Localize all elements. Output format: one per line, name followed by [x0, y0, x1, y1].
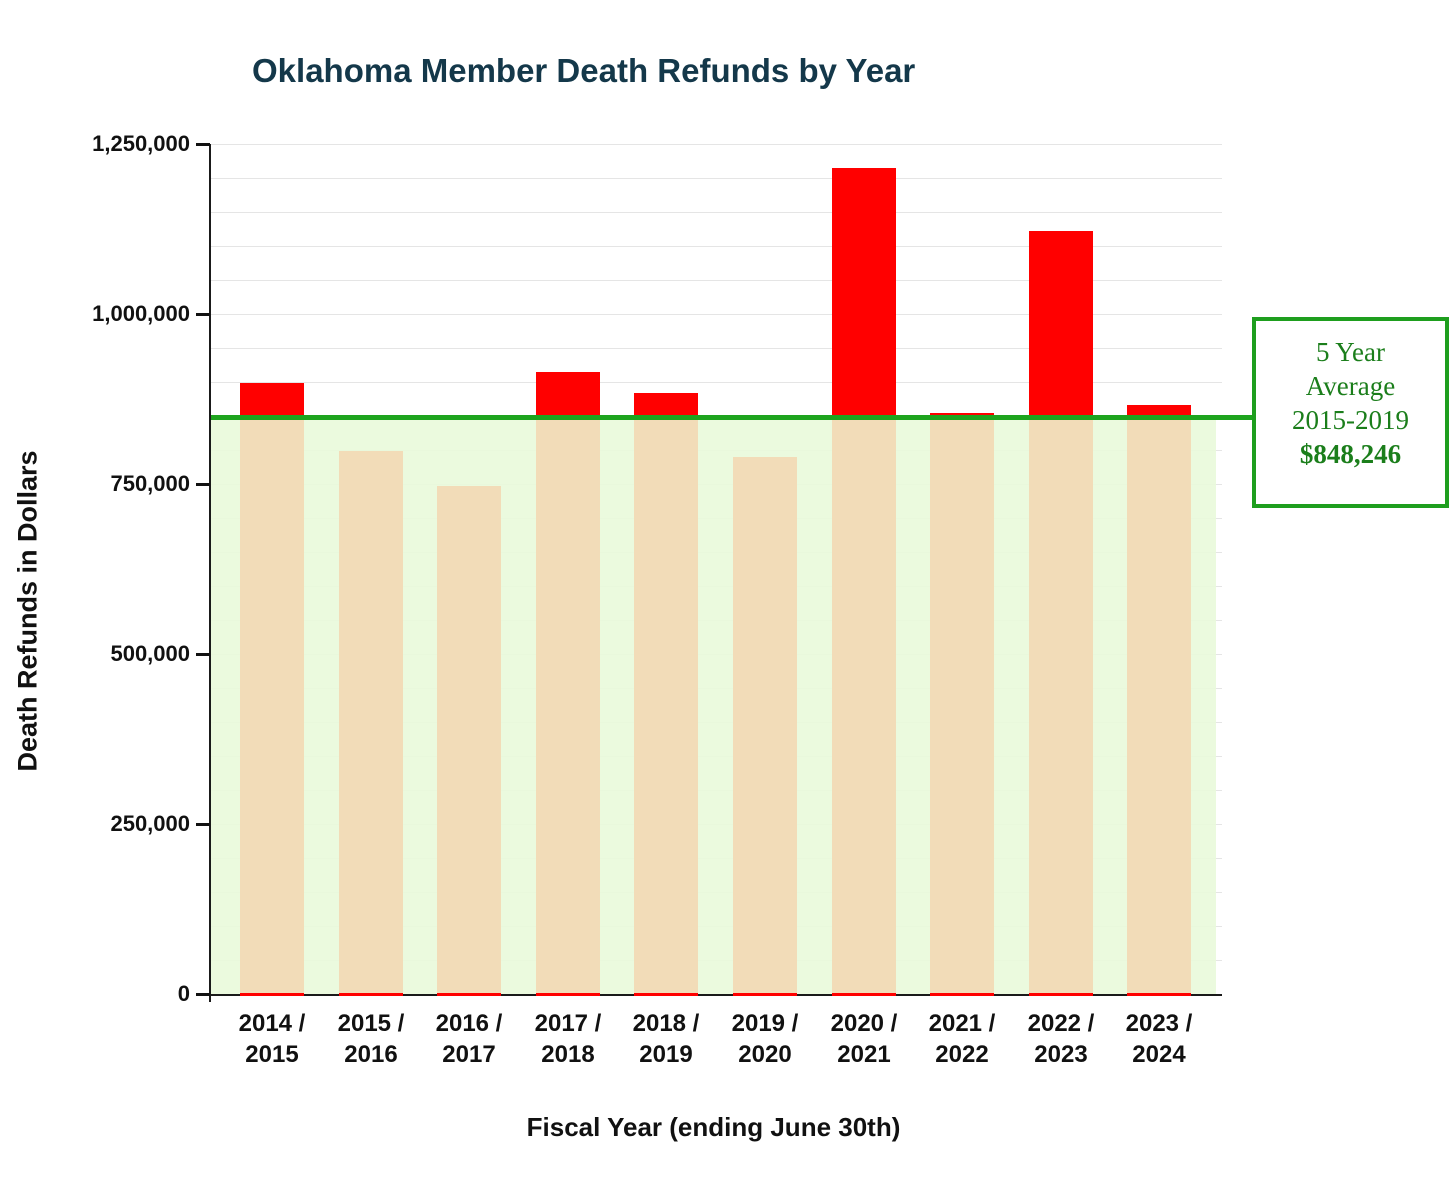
annotation-line-3: 2015-2019 — [1292, 405, 1409, 435]
y-axis-tick — [196, 993, 210, 996]
y-tick-label: 500,000 — [110, 641, 190, 666]
bar-baseline-strip — [1029, 993, 1093, 996]
bar-2021/2022 — [930, 413, 994, 996]
x-axis-line — [209, 994, 1222, 996]
y-tick-label: 1,250,000 — [92, 131, 190, 156]
y-axis-tick — [196, 143, 210, 146]
y-axis-line — [209, 144, 211, 1002]
gridline — [211, 246, 1222, 247]
y-tick-label: 750,000 — [110, 471, 190, 496]
x-tick-label: 2023 /2024 — [1125, 1010, 1193, 1068]
bar-2020/2021 — [832, 167, 896, 996]
bar-2014/2015 — [240, 383, 304, 996]
bar-above-average-segment — [240, 383, 304, 420]
bar-baseline-strip — [930, 993, 994, 996]
y-axis-tick — [196, 653, 210, 656]
annotation-average-value: $848,246 — [1299, 439, 1402, 469]
gridline — [211, 212, 1222, 213]
bar-2018/2019 — [634, 393, 698, 996]
x-tick-label: 2014 /2015 — [238, 1010, 306, 1068]
x-tick-label: 2020 /2021 — [830, 1010, 898, 1068]
bar-2017/2018 — [536, 372, 600, 996]
gridline — [211, 382, 1222, 383]
x-tick-label: 2015 /2016 — [337, 1010, 405, 1068]
gridline — [211, 280, 1222, 281]
bar-above-average-segment — [832, 167, 896, 420]
bar-baseline-strip — [634, 993, 698, 996]
bar-baseline-strip — [437, 993, 501, 996]
gridline — [211, 348, 1222, 349]
bar-baseline-strip — [733, 993, 797, 996]
bar-2015/2016 — [339, 451, 403, 996]
x-tick-label: 2016 /2017 — [435, 1010, 503, 1068]
gridline — [211, 178, 1222, 179]
plot-area — [209, 144, 1222, 1002]
x-tick-label: 2022 /2023 — [1027, 1010, 1095, 1068]
bar-baseline-strip — [536, 993, 600, 996]
gridline — [211, 314, 1222, 315]
bar-baseline-strip — [1127, 993, 1191, 996]
average-annotation-box: 5 Year Average 2015-2019 $848,246 — [1252, 317, 1449, 508]
bar-baseline-strip — [339, 993, 403, 996]
bar-baseline-strip — [240, 993, 304, 996]
bar-above-average-segment — [1029, 231, 1093, 420]
bar-2016/2017 — [437, 486, 501, 996]
bar-2023/2024 — [1127, 405, 1191, 996]
bar-above-average-segment — [536, 372, 600, 420]
bar-2019/2020 — [733, 456, 797, 996]
average-reference-line — [211, 415, 1256, 420]
y-tick-label: 1,000,000 — [92, 301, 190, 326]
x-tick-label: 2017 /2018 — [534, 1010, 602, 1068]
y-axis-tick — [196, 483, 210, 486]
x-axis-title: Fiscal Year (ending June 30th) — [526, 1112, 901, 1142]
x-tick-label: 2019 /2020 — [731, 1010, 799, 1068]
x-tick-label: 2018 /2019 — [632, 1010, 700, 1068]
y-tick-label: 0 — [177, 981, 190, 1006]
chart-title: Oklahoma Member Death Refunds by Year — [252, 52, 916, 89]
bar-above-average-segment — [634, 393, 698, 420]
y-axis-tick — [196, 313, 210, 316]
y-axis-tick — [196, 823, 210, 826]
x-tick-label: 2021 /2022 — [928, 1010, 996, 1068]
bar-2022/2023 — [1029, 231, 1093, 996]
annotation-line-2: Average — [1305, 371, 1396, 401]
bar-baseline-strip — [832, 993, 896, 996]
gridline — [211, 144, 1222, 145]
annotation-line-1: 5 Year — [1315, 337, 1385, 367]
y-axis-title: Death Refunds in Dollars — [12, 450, 43, 772]
y-tick-label: 250,000 — [110, 811, 190, 836]
